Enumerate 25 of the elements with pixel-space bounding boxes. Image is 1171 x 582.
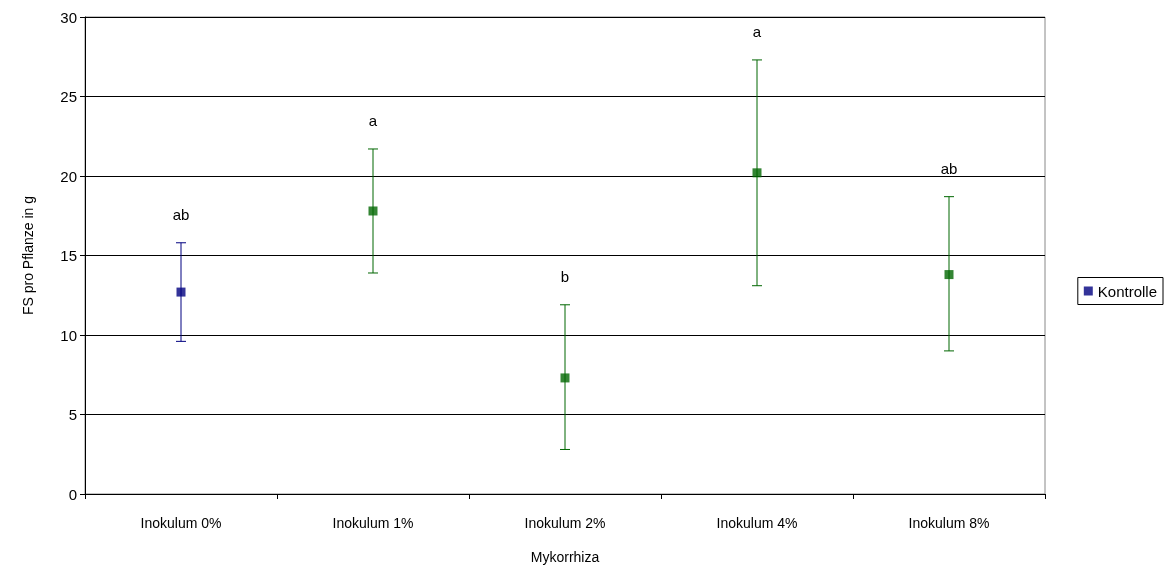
x-tick-label: Inokulum 8% (908, 515, 990, 531)
point (560, 373, 570, 383)
y-tick-label: 25 (60, 88, 77, 105)
annotation: ab (172, 206, 190, 224)
y-tick-label: 10 (60, 326, 77, 344)
annotation: b (560, 268, 570, 286)
y-axis-title: FS pro Pflanze in g (20, 195, 36, 316)
y-tick-label: 15 (60, 247, 77, 264)
point (752, 168, 762, 178)
x-tick-label: Inokulum 2% (524, 515, 606, 531)
x-tick-label: Inokulum 0% (140, 515, 222, 531)
point (368, 206, 378, 216)
y-tick-label: 5 (68, 406, 77, 423)
legend-label: Kontrolle (1097, 282, 1157, 300)
point (176, 287, 186, 297)
annotation: a (752, 23, 762, 41)
annotation: ab (940, 160, 958, 178)
point (944, 270, 954, 280)
x-axis-title: Mykorrhiza (530, 549, 600, 565)
x-tick-label: Inokulum 4% (716, 515, 798, 531)
x-tick-label: Inokulum 1% (332, 515, 414, 531)
y-tick-label: 0 (68, 485, 77, 503)
y-tick-label: 30 (60, 8, 77, 26)
y-tick-label: 20 (60, 167, 77, 185)
annotation: a (368, 112, 378, 130)
